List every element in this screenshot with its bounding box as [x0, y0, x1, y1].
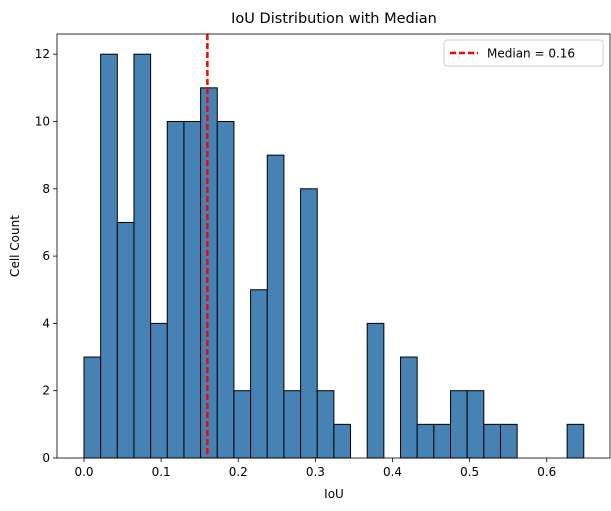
histogram-bar	[266, 154, 285, 459]
histogram-bar	[416, 423, 435, 459]
histogram-bar	[433, 423, 452, 459]
plot-frame	[56, 33, 611, 459]
histogram-bar	[183, 120, 202, 459]
legend-box	[443, 39, 604, 67]
histogram-bar	[100, 53, 118, 459]
y-tick-label: 4	[42, 316, 50, 330]
histogram-bar	[566, 423, 585, 459]
x-axis-title: IoU	[324, 487, 344, 501]
histogram-bar	[316, 390, 335, 459]
y-tick-label: 0	[42, 451, 50, 465]
x-tick-label: 0.3	[306, 465, 325, 479]
histogram-bar	[200, 87, 218, 459]
histogram-bar	[233, 390, 252, 459]
y-tick-label: 12	[35, 47, 50, 61]
histogram-bar	[250, 289, 268, 459]
histogram-bar	[166, 120, 185, 459]
histogram-bar	[216, 120, 235, 459]
y-tick-label: 10	[35, 114, 50, 128]
histogram-bar	[450, 390, 468, 459]
x-axis-ticks: 0.0 0.1 0.2 0.3 0.4 0.5 0.6	[74, 458, 556, 479]
x-tick-label: 0.1	[152, 465, 171, 479]
y-tick-label: 6	[42, 249, 50, 263]
histogram-bar	[283, 390, 302, 459]
histogram-bar	[400, 356, 418, 459]
y-axis-ticks: 0 2 4 6 8 10 12	[35, 47, 57, 465]
histogram-bar	[83, 356, 102, 459]
histogram-bar	[366, 322, 385, 459]
legend-median-label: Median = 0.16	[487, 47, 575, 61]
y-axis-title: Cell Count	[8, 215, 22, 277]
histogram-bar	[333, 423, 352, 459]
legend: Median = 0.16	[443, 39, 604, 67]
chart-title: IoU Distribution with Median	[231, 11, 437, 27]
x-tick-label: 0.6	[537, 465, 556, 479]
histogram-bar	[499, 423, 518, 459]
x-tick-label: 0.0	[74, 465, 93, 479]
histogram-bar	[133, 53, 152, 459]
histogram-bar	[466, 390, 485, 459]
histogram-bar	[150, 322, 168, 459]
x-tick-label: 0.5	[460, 465, 479, 479]
histogram-bar	[483, 423, 501, 459]
x-tick-label: 0.4	[383, 465, 402, 479]
histogram-bar	[116, 221, 135, 459]
histogram-bar	[300, 188, 318, 459]
y-tick-label: 8	[42, 182, 50, 196]
x-tick-label: 0.2	[229, 465, 248, 479]
y-tick-label: 2	[42, 384, 50, 398]
